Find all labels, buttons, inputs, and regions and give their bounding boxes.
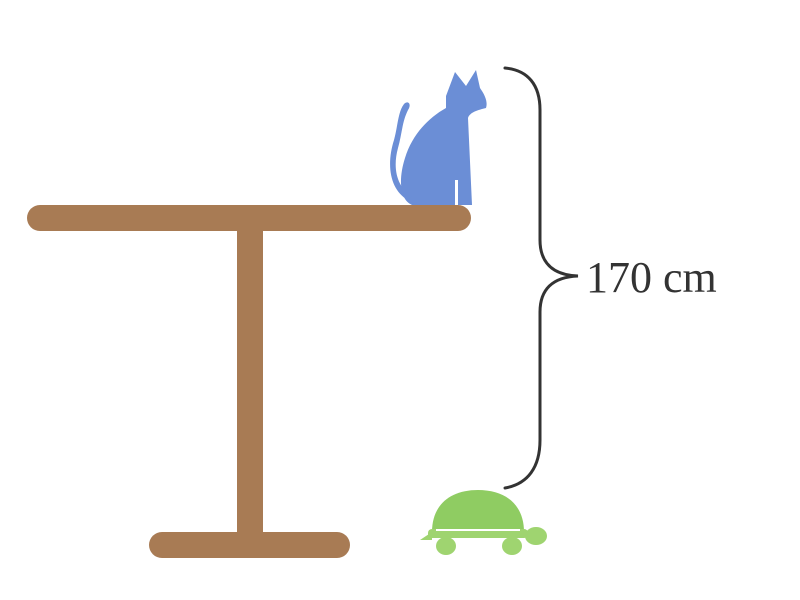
cat-icon: [390, 70, 487, 205]
turtle-icon: [420, 490, 547, 555]
table-leg: [237, 222, 263, 542]
table-icon: [27, 205, 471, 558]
height-brace: [503, 66, 579, 490]
height-label: 170 cm: [586, 253, 717, 302]
